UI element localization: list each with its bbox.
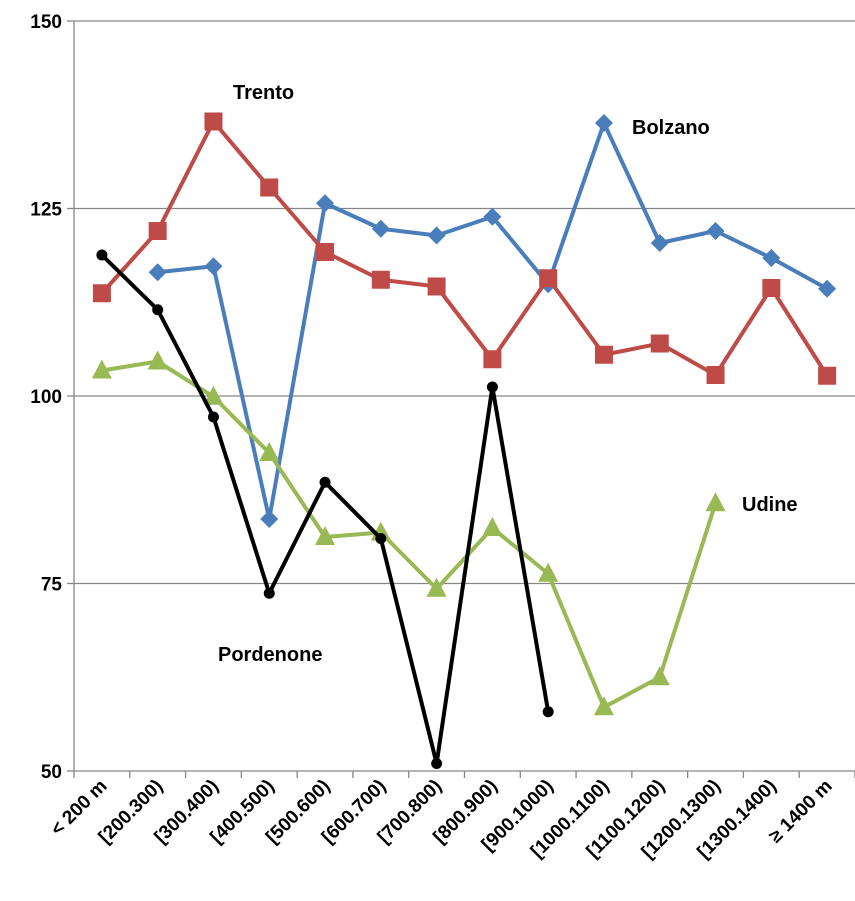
data-point-trento [148,222,167,240]
data-point-bolzano [260,510,279,528]
data-point-bolzano [594,114,613,132]
data-point-udine [203,385,224,405]
data-point-bolzano [371,219,390,238]
data-point-pordenone [542,706,554,718]
data-point-udine [91,359,112,379]
data-point-udine [315,526,336,545]
series-line-trento [100,119,829,377]
data-point-udine [259,442,280,461]
data-point-pordenone [263,587,275,599]
series-label-bolzano: Bolzano [632,117,710,139]
data-point-bolzano [818,279,837,298]
data-point-pordenone [96,249,108,261]
data-point-trento [204,112,223,131]
data-point-bolzano [762,249,781,267]
data-point-bolzano [427,226,446,245]
data-point-bolzano [650,234,669,252]
data-point-trento [650,334,669,353]
data-point-udine [426,577,447,597]
y-tick-label: 50 [41,762,62,783]
series-line-pordenone [100,253,551,766]
y-tick-label: 75 [41,575,63,596]
data-point-pordenone [431,758,443,769]
data-point-bolzano [706,222,725,240]
data-point-trento [427,277,446,296]
gridlines [74,20,855,585]
data-point-pordenone [152,304,164,316]
y-tick-label: 100 [30,387,62,408]
data-point-trento [483,350,502,369]
y-tick-label: 150 [30,12,62,33]
data-point-bolzano [148,263,167,282]
data-point-trento [92,284,111,303]
series-layer [91,112,837,769]
data-point-udine [538,562,559,582]
series-label-trento: Trento [233,82,294,104]
data-point-bolzano [204,257,223,276]
data-point-pordenone [319,476,331,488]
axes [67,20,855,778]
data-point-udine [147,350,168,370]
data-point-trento [594,345,613,364]
data-point-trento [260,178,279,197]
data-point-udine [482,517,503,536]
series-label-pordenone: Pordenone [218,644,322,666]
data-point-trento [316,243,335,261]
data-point-trento [818,366,837,385]
data-point-trento [371,270,390,289]
series-label-udine: Udine [742,494,798,516]
series-labels: Bolzano Trento Udine Pordenone [218,82,798,666]
data-point-pordenone [375,533,387,544]
data-point-udine [705,492,726,512]
data-point-trento [706,366,725,384]
data-point-udine [649,666,670,686]
data-point-udine [593,696,614,716]
x-axis-tick-labels: < 200 m[200.300)[300.400)[400.500)[500.6… [47,776,837,863]
data-point-trento [762,279,781,297]
y-tick-label: 125 [30,200,62,221]
series-line-udine [101,359,718,710]
data-point-pordenone [486,381,498,393]
series-pordenone [96,249,554,769]
data-point-bolzano [316,194,335,213]
series-line-bolzano [157,121,829,521]
series-bolzano [148,114,837,528]
series-udine [91,350,726,716]
series-trento [92,112,837,385]
y-axis-tick-labels: 50 75 100 125 150 [30,12,62,783]
data-point-trento [539,269,558,288]
data-point-pordenone [207,411,219,423]
data-point-bolzano [483,207,502,226]
